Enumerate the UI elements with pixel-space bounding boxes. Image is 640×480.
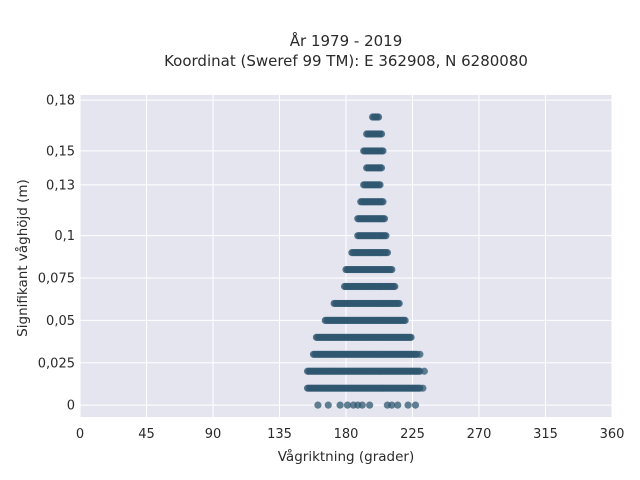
data-point: [379, 198, 387, 206]
y-tick-label: 0,1: [54, 229, 75, 244]
x-tick-label: 270: [467, 427, 492, 442]
data-point: [314, 401, 322, 409]
data-point: [404, 401, 412, 409]
data-point: [391, 282, 399, 291]
data-point: [366, 401, 374, 409]
y-tick-label: 0,025: [38, 356, 75, 371]
y-tick-label: 0: [67, 399, 75, 414]
data-point: [376, 181, 384, 189]
data-point: [419, 384, 427, 392]
x-tick-label: 0: [76, 427, 84, 442]
x-axis-label: Vågriktning (grader): [278, 448, 415, 465]
y-tick-label: 0,05: [46, 314, 75, 329]
chart-title-line2: Koordinat (Sweref 99 TM): E 362908, N 62…: [164, 52, 528, 70]
data-point: [336, 401, 344, 409]
data-point: [379, 147, 387, 155]
x-tick-label: 180: [334, 427, 359, 442]
data-point: [358, 401, 366, 409]
data-point: [324, 401, 332, 409]
data-point: [401, 316, 409, 324]
data-point: [343, 401, 352, 409]
data-point: [374, 113, 383, 121]
x-tick-label: 90: [205, 427, 222, 442]
data-point: [416, 350, 424, 358]
y-tick-label: 0,15: [46, 144, 75, 159]
data-point: [395, 299, 403, 308]
data-point: [382, 232, 390, 240]
x-tick-label: 225: [400, 427, 425, 442]
x-tick-label: 360: [600, 427, 625, 442]
data-point: [377, 130, 386, 138]
data-point: [411, 401, 420, 409]
y-tick-label: 0,13: [46, 178, 75, 193]
y-tick-label: 0,075: [38, 272, 75, 287]
x-tick-label: 135: [267, 427, 292, 442]
data-point: [420, 367, 428, 375]
data-points: [303, 113, 428, 409]
y-axis-ticks: 0 0,025 0,05 0,075 0,1 0,13 0,15 0,18: [38, 94, 75, 414]
data-point: [383, 249, 391, 257]
data-point: [394, 401, 402, 409]
y-tick-label: 0,18: [46, 94, 75, 109]
chart-title-line1: År 1979 - 2019: [290, 31, 403, 50]
data-point: [388, 265, 396, 274]
x-tick-label: 45: [138, 427, 155, 442]
data-point: [388, 401, 396, 409]
data-point: [380, 215, 389, 223]
y-axis-label: Signifikant våghöjd (m): [14, 179, 31, 337]
x-tick-label: 315: [533, 427, 558, 442]
x-axis-ticks: 0 45 90 135 180 225 270 315 360: [76, 427, 625, 442]
data-point: [407, 333, 415, 341]
data-point: [377, 164, 386, 172]
